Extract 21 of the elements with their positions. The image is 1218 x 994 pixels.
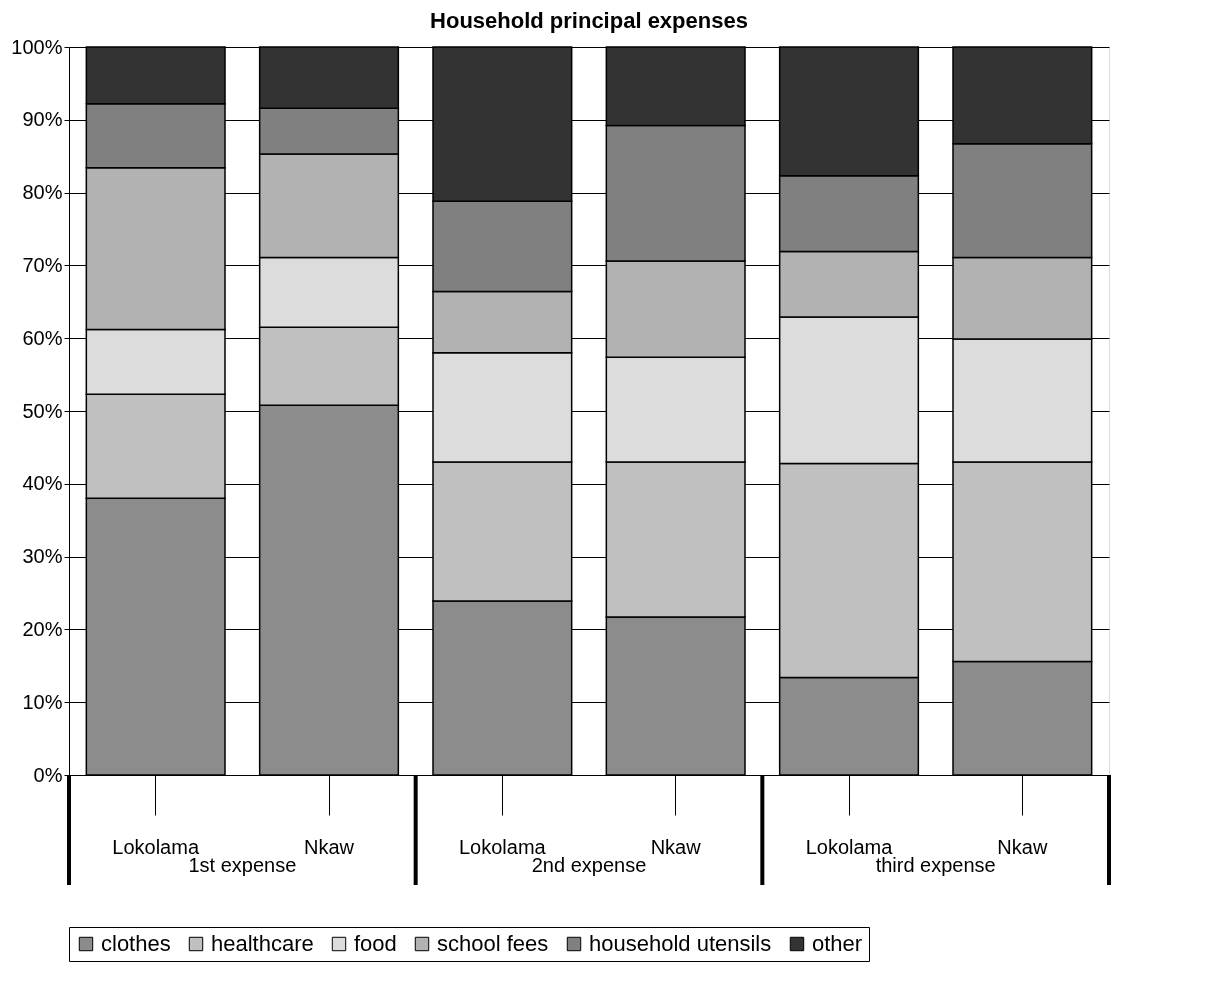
y-tick-label: 60% bbox=[22, 326, 63, 349]
chart-title: Household principal expenses bbox=[430, 8, 748, 33]
y-tick-label: 100% bbox=[11, 35, 63, 58]
y-tick-label: 40% bbox=[22, 472, 63, 495]
y-tick-label: 50% bbox=[22, 399, 63, 422]
legend-label: household utensils bbox=[589, 931, 772, 956]
legend-label: healthcare bbox=[211, 931, 314, 956]
y-tick-label: 0% bbox=[33, 763, 63, 786]
legend-label: other bbox=[812, 931, 863, 956]
x-tick-label: Nkaw bbox=[303, 835, 355, 858]
legend-label: school fees bbox=[437, 931, 549, 956]
x-tick-label: Nkaw bbox=[650, 835, 702, 858]
y-tick-label: 30% bbox=[22, 545, 63, 568]
legend-label: clothes bbox=[101, 931, 171, 956]
x-tick-label: Nkaw bbox=[997, 835, 1048, 858]
y-tick-label: 90% bbox=[22, 108, 63, 131]
y-tick-label: 70% bbox=[22, 253, 63, 276]
legend-label: food bbox=[354, 931, 397, 956]
y-tick-label: 80% bbox=[22, 181, 63, 204]
y-tick-label: 10% bbox=[22, 690, 63, 713]
y-tick-label: 20% bbox=[22, 617, 63, 640]
